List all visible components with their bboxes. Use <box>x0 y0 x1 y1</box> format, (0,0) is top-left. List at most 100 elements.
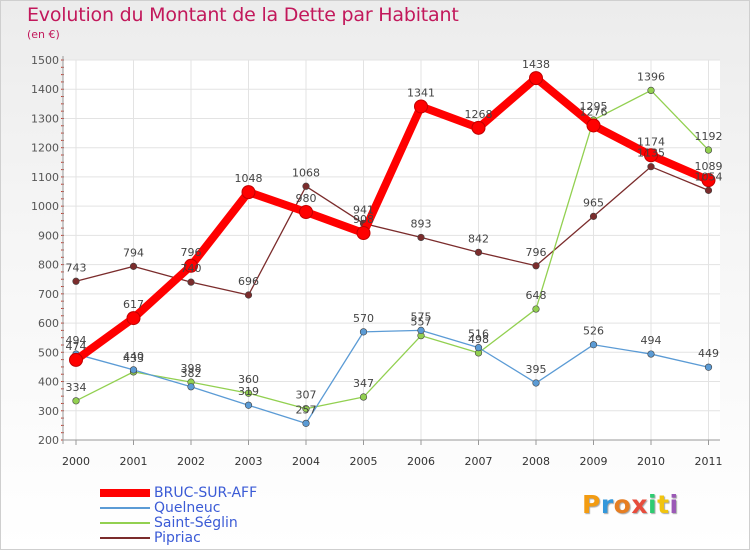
data-point <box>244 291 253 299</box>
data-label: 794 <box>123 246 144 259</box>
data-label: 796 <box>181 246 202 259</box>
data-label: 1089 <box>695 160 723 173</box>
logo-letter: r <box>600 490 614 519</box>
data-point <box>187 278 195 286</box>
legend-swatch <box>100 489 150 497</box>
x-tick-label: 2005 <box>350 455 378 468</box>
y-tick-label: 1500 <box>31 54 59 67</box>
series-line-saint-s-glin <box>75 89 710 410</box>
data-label: 257 <box>296 403 317 416</box>
y-tick-label: 800 <box>38 259 59 272</box>
y-tick-label: 600 <box>38 317 59 330</box>
data-label: 575 <box>411 310 432 323</box>
y-tick-label: 300 <box>38 405 59 418</box>
legend-label: Pipriac <box>154 530 201 546</box>
y-tick-label: 1200 <box>31 142 59 155</box>
data-label: 398 <box>181 362 202 375</box>
legend-item: Pipriac <box>100 530 201 546</box>
data-label: 347 <box>353 377 374 390</box>
x-tick-label: 2003 <box>235 455 263 468</box>
legend-swatch <box>100 522 150 524</box>
y-tick-label: 1400 <box>31 83 59 96</box>
data-label: 319 <box>238 385 259 398</box>
data-point <box>302 405 310 413</box>
data-point <box>129 262 138 270</box>
chart-title: Evolution du Montant de la Dette par Hab… <box>27 4 459 26</box>
x-tick-label: 2002 <box>177 455 205 468</box>
data-label: 440 <box>123 350 144 363</box>
data-point <box>532 305 540 313</box>
data-point <box>187 383 195 391</box>
data-point <box>72 397 80 405</box>
data-label: 1048 <box>235 172 263 185</box>
data-point <box>72 277 80 285</box>
data-label: 1192 <box>695 130 723 143</box>
data-label: 1276 <box>580 105 608 118</box>
data-label: 980 <box>296 192 317 205</box>
data-label: 1341 <box>407 86 435 99</box>
data-point <box>704 363 713 371</box>
data-point <box>126 311 141 326</box>
data-label: 449 <box>698 347 719 360</box>
logo-letter: i <box>669 490 679 519</box>
data-point <box>529 71 543 86</box>
data-label: 494 <box>66 334 87 347</box>
data-point <box>589 212 598 220</box>
legend-item: Saint-Séglin <box>100 515 238 531</box>
y-tick-label: 1300 <box>31 112 59 125</box>
data-label: 526 <box>583 325 604 338</box>
plot-area <box>63 60 720 440</box>
data-label: 1295 <box>580 100 608 113</box>
data-point <box>241 185 256 200</box>
data-label: 382 <box>181 367 202 380</box>
x-tick-label: 2010 <box>637 455 665 468</box>
data-label: 334 <box>66 381 87 394</box>
data-point <box>356 226 371 241</box>
data-point <box>417 233 425 242</box>
legend-label: BRUC-SUR-AFF <box>154 485 258 501</box>
logo-letter: i <box>648 490 658 519</box>
data-label: 740 <box>181 262 202 275</box>
y-tick-label: 900 <box>38 229 59 242</box>
x-tick-label: 2001 <box>120 455 148 468</box>
x-tick-label: 2011 <box>695 455 723 468</box>
y-tick-label: 500 <box>38 346 59 359</box>
data-label: 1135 <box>637 147 665 160</box>
proxiti-logo: Proxiti <box>582 490 679 519</box>
data-point <box>704 146 713 154</box>
chart-unit: (en €) <box>27 28 60 41</box>
legend-item: Quelneuc <box>100 500 221 516</box>
data-point <box>701 173 716 188</box>
data-point <box>417 326 425 334</box>
data-point <box>647 86 655 94</box>
data-label: 648 <box>526 289 547 302</box>
x-tick-label: 2009 <box>580 455 608 468</box>
data-label: 395 <box>526 363 547 376</box>
x-tick-label: 2006 <box>407 455 435 468</box>
data-label: 1268 <box>465 108 493 121</box>
data-label: 941 <box>353 203 374 216</box>
x-tick-label: 2004 <box>292 455 320 468</box>
data-label: 516 <box>468 328 489 341</box>
logo-letter: x <box>631 490 648 519</box>
data-label: 360 <box>238 373 259 386</box>
logo-letter: P <box>582 490 601 519</box>
data-point <box>69 352 83 367</box>
data-point <box>474 248 483 256</box>
data-point <box>184 258 198 273</box>
data-label: 1438 <box>522 58 550 71</box>
x-tick-label: 2007 <box>465 455 493 468</box>
data-label: 965 <box>583 196 604 209</box>
data-label: 557 <box>411 316 432 329</box>
data-label: 307 <box>296 389 317 402</box>
data-label: 696 <box>238 275 259 288</box>
legend-item: BRUC-SUR-AFF <box>100 485 258 501</box>
y-tick-label: 700 <box>38 288 59 301</box>
y-tick-label: 1100 <box>31 171 59 184</box>
data-point <box>647 163 655 171</box>
data-point <box>589 341 598 349</box>
legend-label: Quelneuc <box>154 500 221 516</box>
y-tick-label: 400 <box>38 376 59 389</box>
data-label: 1174 <box>637 135 665 148</box>
